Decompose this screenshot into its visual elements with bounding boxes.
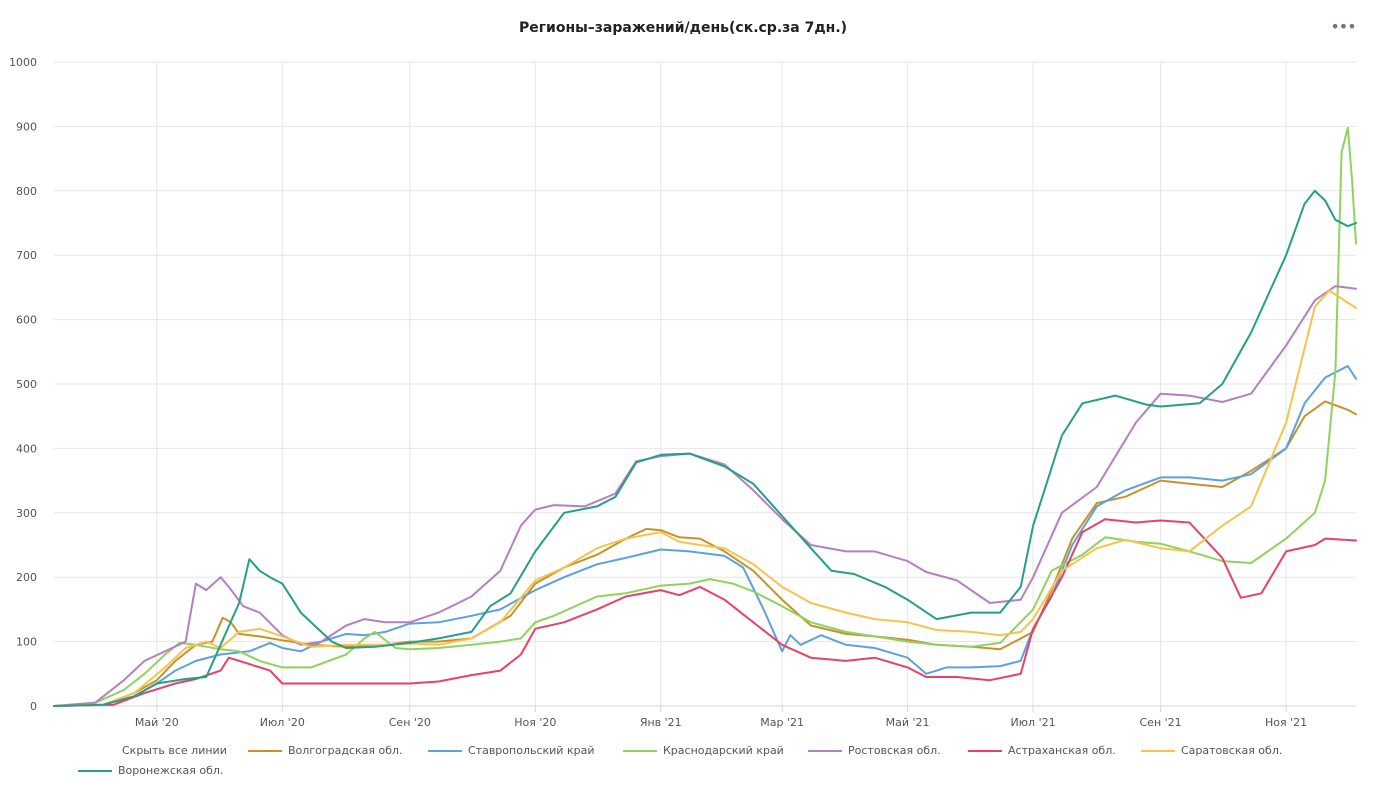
legend-item-2[interactable]: Ставропольский край <box>428 744 594 757</box>
legend-item-6[interactable]: Саратовская обл. <box>1141 744 1282 757</box>
series-line-2[interactable] <box>53 365 1357 707</box>
x-tick-label: Ноя '20 <box>514 716 556 729</box>
x-tick-label: Сен '20 <box>389 716 431 729</box>
legend-item-4[interactable]: Ростовская обл. <box>808 744 941 757</box>
x-tick-label: Май '21 <box>886 716 930 729</box>
series-line-4[interactable] <box>53 285 1357 707</box>
y-tick-label: 600 <box>16 314 37 327</box>
grid-lines <box>54 61 1356 707</box>
legend-item-1[interactable]: Волгоградская обл. <box>248 744 403 757</box>
series-line-3[interactable] <box>53 126 1357 707</box>
legend-item-5[interactable]: Астраханская обл. <box>968 744 1116 757</box>
legend-swatch <box>248 749 282 752</box>
line-chart: 0 100 200 300 400 500 600 700 800 900 1000 Май '20… <box>9 56 1357 729</box>
x-axis: Май '20 Июл '20 Сен '20 Ноя '20 Янв '21 Мар '… <box>54 705 1356 729</box>
x-tick-label: Июл '20 <box>260 716 305 729</box>
legend-label: Астраханская обл. <box>1008 744 1116 757</box>
y-tick-label: 1000 <box>9 56 37 69</box>
legend-swatch <box>623 749 657 752</box>
y-tick-label: 100 <box>16 636 37 649</box>
legend-label: Краснодарский край <box>663 744 784 757</box>
legend-label: Ростовская обл. <box>848 744 941 757</box>
legend-swatch <box>1141 749 1175 752</box>
x-tick-label: Май '20 <box>135 716 179 729</box>
x-tick-label: Июл '21 <box>1011 716 1056 729</box>
legend-item-3[interactable]: Краснодарский край <box>623 744 784 757</box>
legend-item-7[interactable]: Воронежская обл. <box>78 764 223 777</box>
legend-label: Воронежская обл. <box>118 764 224 777</box>
legend-label: Волгоградская обл. <box>288 744 403 757</box>
legend-label: Саратовская обл. <box>1181 744 1283 757</box>
y-tick-label: 0 <box>30 700 37 713</box>
series-line-1[interactable] <box>53 400 1357 707</box>
y-tick-label: 900 <box>16 120 37 133</box>
legend-swatch <box>78 769 112 772</box>
series-line-6[interactable] <box>53 289 1357 707</box>
y-tick-label: 700 <box>16 249 37 262</box>
x-tick-label: Янв '21 <box>640 716 682 729</box>
y-tick-label: 200 <box>16 571 37 584</box>
y-tick-label: 500 <box>16 378 37 391</box>
x-tick-label: Сен '21 <box>1140 716 1182 729</box>
legend-label: Ставропольский край <box>468 744 595 757</box>
legend-swatch <box>808 749 842 752</box>
x-tick-label: Ноя '21 <box>1265 716 1307 729</box>
y-axis: 0 100 200 300 400 500 600 700 800 900 1000 <box>9 56 37 713</box>
hide-all-lines-button[interactable]: Скрыть все линии <box>122 744 227 757</box>
y-tick-label: 400 <box>16 442 37 455</box>
y-tick-label: 800 <box>16 185 37 198</box>
ellipsis-icon[interactable]: ••• <box>1330 17 1356 36</box>
x-tick-label: Мар '21 <box>760 716 804 729</box>
chart-title: Регионы–заражений/день(ск.ср.за 7дн.) <box>518 20 848 36</box>
y-tick-label: 300 <box>16 507 37 520</box>
series-lines <box>53 126 1357 707</box>
series-line-5[interactable] <box>53 518 1357 707</box>
legend-swatch <box>428 749 462 752</box>
legend-swatch <box>968 749 1002 752</box>
series-line-7[interactable] <box>53 189 1357 707</box>
